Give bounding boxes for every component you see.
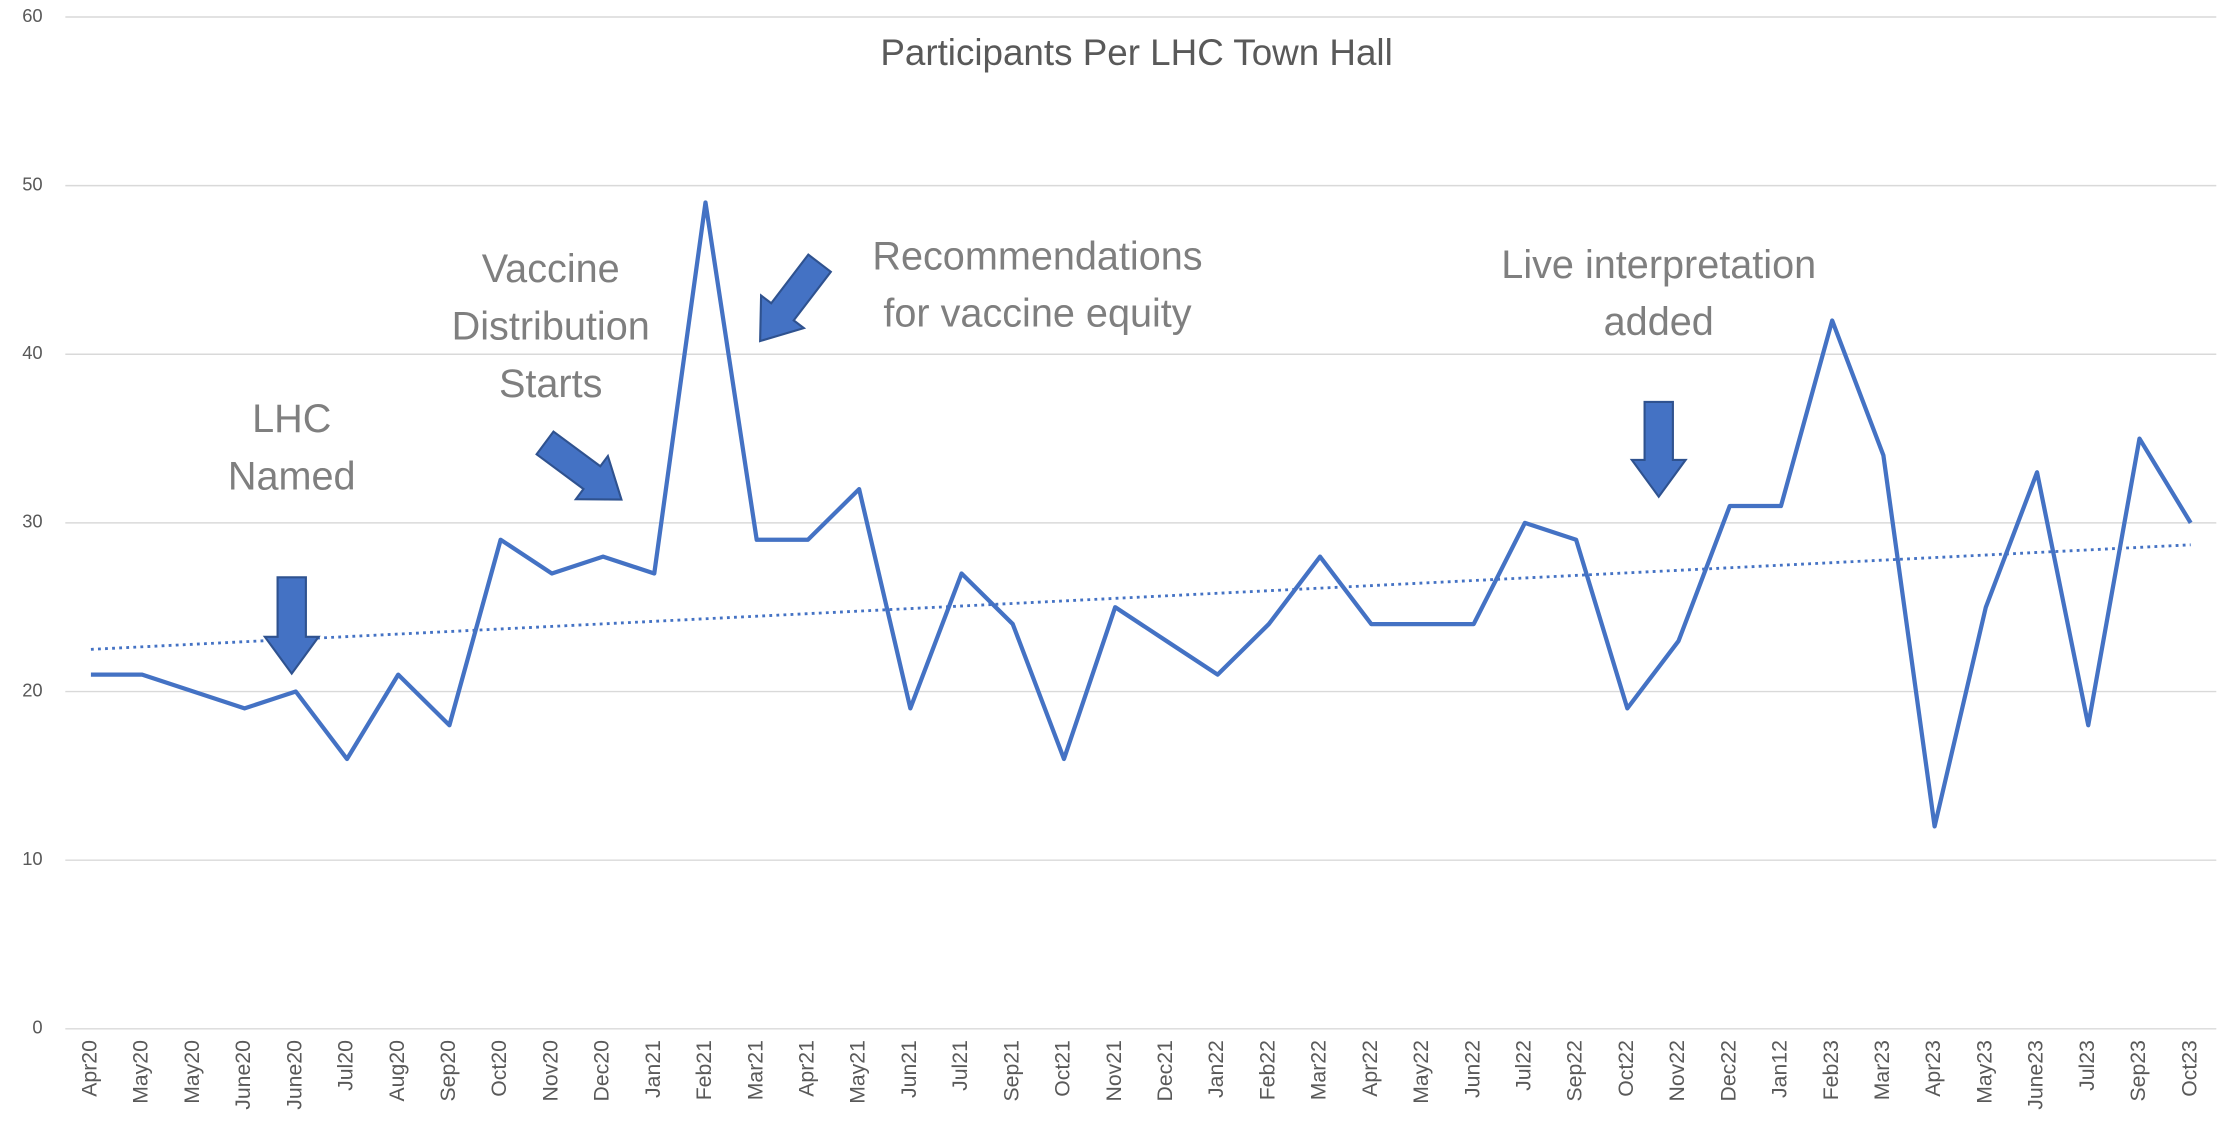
x-tick-label: Sep21 [1000,1040,1023,1101]
x-tick-label: Dec21 [1154,1040,1177,1101]
x-tick-label: Nov22 [1666,1040,1689,1101]
y-tick-label: 10 [22,848,42,869]
y-tick-label: 50 [22,173,42,194]
x-tick-label: May20 [181,1040,204,1104]
data-line [90,200,2193,829]
annotation-text: Starts [499,362,602,406]
x-tick-label: Feb23 [1820,1040,1843,1100]
x-tick-label: Mar23 [1871,1040,1894,1100]
x-tick-label: Feb22 [1256,1040,1279,1100]
x-tick-label: Aug20 [386,1040,409,1101]
chart-title: Participants Per LHC Town Hall [880,32,1392,73]
annotation-text: LHC [252,397,331,441]
x-tick-label: Jun21 [898,1040,921,1098]
x-tick-label: Jul23 [2076,1040,2099,1091]
annotation-text: Vaccine [482,247,620,291]
x-tick-label: Jan12 [1769,1040,1792,1098]
y-tick-label: 20 [22,679,42,700]
x-tick-label: Sep23 [2127,1040,2150,1101]
y-tick-label: 40 [22,342,42,363]
x-tick-label: May21 [847,1040,870,1104]
x-tick-label: Oct23 [2178,1040,2201,1097]
annotation-text: Named [228,454,356,498]
x-tick-label: Dec20 [591,1040,614,1101]
annotation-text: Live interpretation [1501,243,1816,287]
annotation-text: Distribution [452,304,650,348]
x-tick-label: Jul20 [335,1040,358,1091]
x-tick-label: Mar21 [744,1040,767,1100]
y-tick-label: 60 [22,5,42,26]
y-tick-label: 0 [32,1017,42,1038]
x-tick-label: June20 [283,1040,306,1110]
x-tick-label: May23 [1973,1040,1996,1104]
x-tick-label: Sep22 [1564,1040,1587,1101]
x-tick-label: Oct21 [1052,1040,1075,1097]
x-tick-label: May20 [130,1040,153,1104]
x-tick-label: Jan22 [1205,1040,1228,1098]
annotation-arrow [535,430,623,501]
annotation-text: Recommendations [872,234,1202,278]
x-tick-label: Jul21 [949,1040,972,1091]
x-tick-label: Jun22 [1461,1040,1484,1098]
x-tick-label: Apr22 [1359,1040,1382,1097]
x-tick-label: Oct20 [488,1040,511,1097]
x-tick-label: Dec22 [1717,1040,1740,1101]
x-tick-label: Apr21 [796,1040,819,1097]
x-tick-label: Feb21 [693,1040,716,1100]
x-tick-label: Sep20 [437,1040,460,1101]
x-tick-label: June20 [232,1040,255,1110]
x-tick-label: Apr20 [79,1040,102,1097]
x-tick-label: Nov20 [539,1040,562,1101]
annotation-text: added [1604,300,1714,344]
annotation-arrow [1629,400,1688,499]
x-tick-label: Jan21 [642,1040,665,1098]
x-tick-label: May22 [1410,1040,1433,1104]
x-tick-label: Oct22 [1615,1040,1638,1097]
y-tick-label: 30 [22,511,42,532]
trendline [90,543,2191,651]
x-tick-label: Mar22 [1308,1040,1331,1100]
x-tick-label: June23 [2025,1040,2048,1110]
x-tick-label: Nov21 [1103,1040,1126,1101]
x-tick-label: Jul22 [1513,1040,1536,1091]
annotation-text: for vaccine equity [883,292,1191,336]
x-tick-label: Apr23 [1922,1040,1945,1097]
annotation-arrow [759,253,833,343]
annotation-arrow [262,576,321,676]
